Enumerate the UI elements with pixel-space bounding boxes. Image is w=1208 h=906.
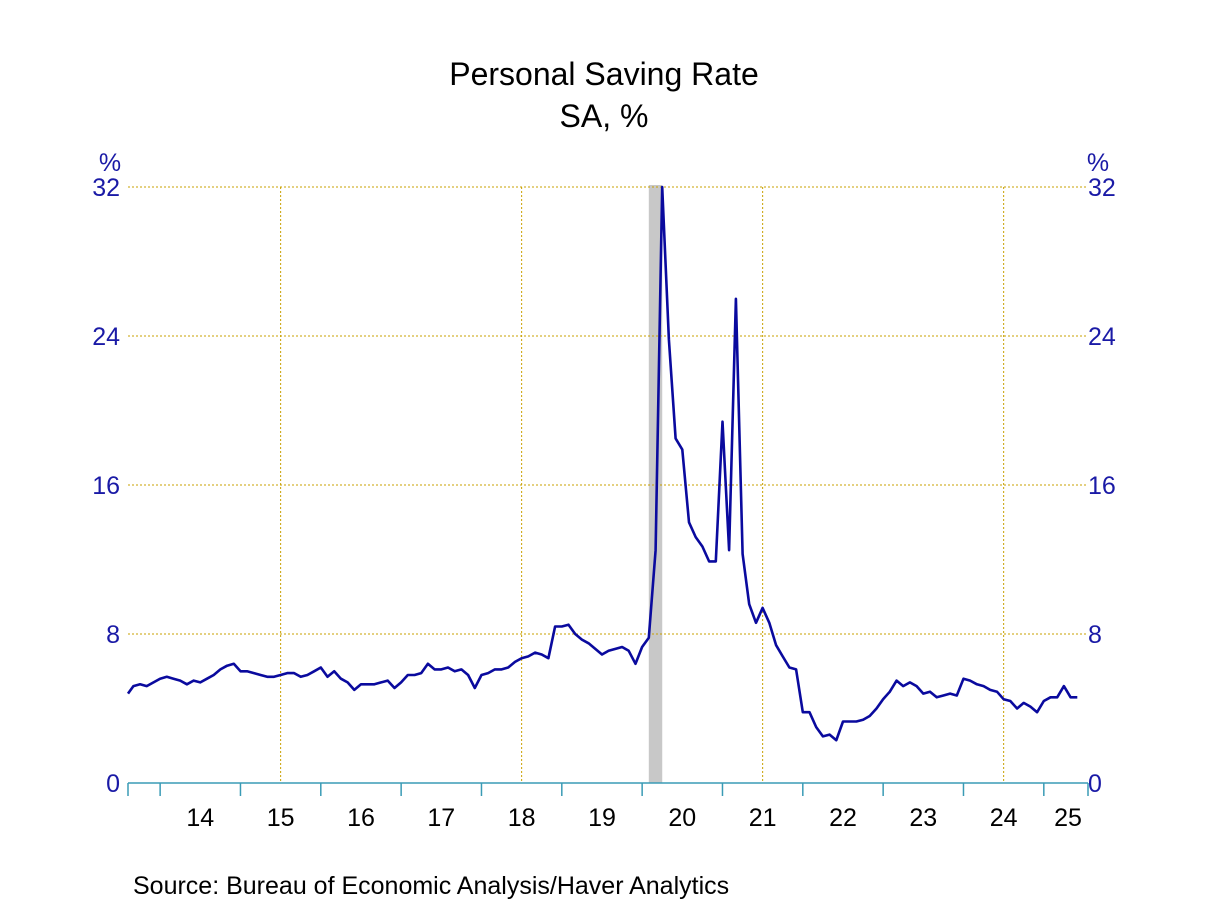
x-tick-label: 23 [909, 804, 937, 832]
series-line [126, 185, 1078, 742]
y-tick-label-left: 0 [106, 770, 120, 798]
y-tick-label-right: 24 [1088, 323, 1116, 351]
gridlines [128, 186, 1088, 783]
y-tick-label-right: 16 [1088, 472, 1116, 500]
x-tick-label: 16 [347, 804, 375, 832]
x-tick-label: 17 [427, 804, 455, 832]
axes [127, 782, 1089, 796]
tick-labels: 0 0 8 8 16 16 24 24 32 32% % 14 15 16 17 18 19 20 21 22 23 24… [92, 149, 1116, 832]
x-tick-label: 20 [668, 804, 696, 832]
source-note: Source: Bureau of Economic Analysis/Have… [133, 872, 730, 900]
x-tick-label: 22 [829, 804, 857, 832]
chart-subtitle: SA, % [559, 98, 649, 134]
y-tick-label-left: 24 [92, 323, 120, 351]
x-tick-label: 18 [508, 804, 536, 832]
chart-title: Personal Saving Rate [449, 56, 759, 92]
x-tick-label: 15 [267, 804, 295, 832]
y-unit-label-right: % [1087, 149, 1109, 177]
x-tick-label: 19 [588, 804, 616, 832]
y-tick-label-right: 8 [1088, 621, 1102, 649]
y-tick-label-right: 0 [1088, 770, 1102, 798]
y-tick-label-right: 32 [1088, 174, 1116, 202]
x-tick-label: 21 [749, 804, 777, 832]
y-tick-label-left: 32 [92, 174, 120, 202]
series-layer [126, 185, 1078, 742]
y-tick-label-left: 16 [92, 472, 120, 500]
x-tick-label: 25 [1054, 804, 1082, 832]
x-tick-label: 24 [990, 804, 1018, 832]
y-unit-label-left: % [99, 149, 121, 177]
x-tick-label: 14 [186, 804, 214, 832]
y-tick-label-left: 8 [106, 621, 120, 649]
